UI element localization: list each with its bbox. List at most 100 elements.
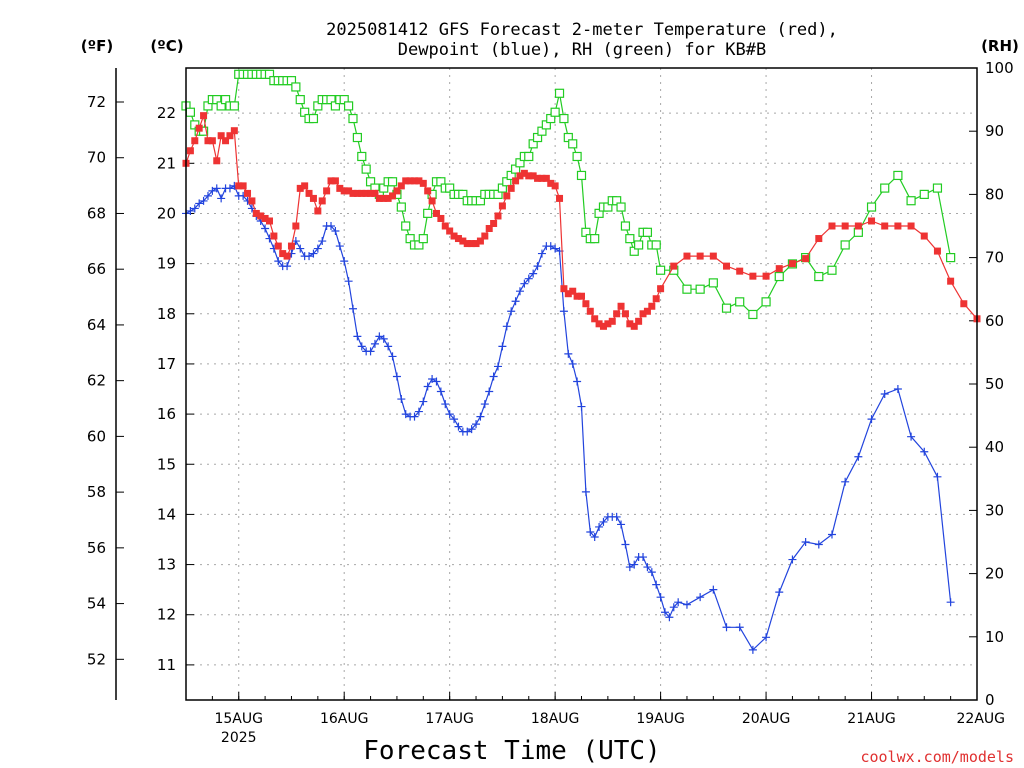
time-tick-label: 20AUG	[742, 711, 791, 727]
dewpoint-point	[313, 244, 322, 253]
temperature-point	[292, 222, 300, 230]
temperature-point	[709, 252, 717, 260]
time-tick-label: 17AUG	[425, 711, 474, 727]
dewpoint-point	[203, 191, 212, 200]
credit-text: coolwx.com/models	[860, 748, 1014, 766]
dewpoint-point	[485, 387, 494, 396]
dewpoint-point	[423, 382, 432, 391]
dewpoint-point	[414, 407, 423, 416]
dewpoint-point	[639, 553, 648, 562]
rh-point	[590, 234, 600, 244]
temperature-point	[349, 189, 357, 197]
temperature-point	[599, 322, 607, 330]
temperature-point	[586, 307, 594, 315]
dewpoint-point	[559, 307, 568, 316]
temperature-point	[353, 189, 361, 197]
plot-frame	[185, 67, 978, 701]
temperature-point	[476, 237, 484, 245]
rh-point	[695, 284, 705, 294]
rh-point	[735, 297, 745, 307]
dewpoint-point	[199, 196, 208, 205]
temperature-point	[257, 212, 265, 220]
temperature-point	[560, 285, 568, 293]
rh-point	[853, 227, 863, 237]
dewpoint-point	[489, 372, 498, 381]
temperature-point	[389, 192, 397, 200]
rh-point	[761, 297, 771, 307]
dewpoint-point	[388, 352, 397, 361]
dewpoint-point	[537, 249, 546, 258]
temperature-point	[573, 292, 581, 300]
dewpoint-point	[305, 252, 314, 261]
dewpoint-point	[529, 269, 538, 278]
dewpoint-point	[498, 342, 507, 351]
rh-tick-label: 80	[985, 185, 1004, 203]
dewpoint-point	[665, 613, 674, 622]
dewpoint-point	[669, 603, 678, 612]
dewpoint-point	[827, 530, 836, 539]
temperature-point	[595, 320, 603, 328]
dewpoint-point	[190, 204, 199, 213]
dewpoint-point	[195, 199, 204, 208]
temperature-point	[226, 132, 234, 140]
rh-point	[550, 107, 560, 117]
rh-point	[814, 271, 824, 282]
temperature-point	[569, 287, 577, 295]
temperature-point	[195, 124, 203, 132]
rh-point	[721, 303, 732, 313]
dewpoint-point	[520, 279, 529, 288]
temperature-point	[525, 172, 533, 180]
rh-point	[401, 221, 411, 231]
temperature-point	[191, 137, 199, 145]
temperature-point	[534, 174, 542, 182]
dewpoint-point	[841, 477, 850, 486]
dewpoint-point	[656, 593, 665, 602]
dewpoint-point	[331, 227, 340, 236]
rh-point	[774, 271, 784, 282]
celsius-tick-label: 17	[157, 355, 176, 373]
dewpoint-point	[467, 425, 476, 434]
rh-point	[919, 189, 929, 199]
temperature-point	[270, 232, 278, 240]
temperature-point	[608, 317, 616, 325]
rh-tick-label: 30	[985, 501, 1004, 519]
dewpoint-point	[762, 633, 771, 642]
dewpoint-series	[182, 181, 955, 654]
dewpoint-point	[225, 184, 234, 193]
dewpoint-point	[401, 410, 410, 419]
dewpoint-point	[586, 527, 595, 536]
rh-point	[396, 202, 406, 212]
celsius-tick-label: 12	[157, 606, 176, 624]
rh-point	[840, 240, 850, 250]
temperature-point	[556, 194, 564, 202]
temperature-point	[323, 187, 331, 195]
temperature-point	[670, 262, 678, 270]
temperature-point	[419, 179, 427, 187]
dewpoint-point	[630, 560, 639, 569]
rh-tick-label: 50	[985, 375, 1004, 393]
time-tick-label: 18AUG	[531, 711, 580, 727]
fahrenheit-unit-label: (ºF)	[81, 37, 113, 55]
dewpoint-point	[432, 377, 441, 386]
time-tick-label: 15AUG	[214, 711, 263, 727]
rh-tick-label: 40	[985, 438, 1004, 456]
dewpoint-point	[450, 415, 459, 424]
celsius-tick-label: 19	[157, 255, 176, 273]
dewpoint-point	[436, 387, 445, 396]
temperature-point	[512, 177, 520, 185]
temperature-point	[520, 169, 528, 177]
dewpoint-point	[379, 334, 388, 343]
temperature-point	[547, 179, 555, 187]
dewpoint-point	[472, 420, 481, 429]
temperature-point	[248, 197, 256, 205]
temperature-point	[481, 232, 489, 240]
celsius-tick-label: 18	[157, 305, 176, 323]
dewpoint-point	[511, 297, 520, 306]
temperature-point	[933, 247, 941, 255]
rh-tick-label: 10	[985, 628, 1004, 646]
rh-point	[708, 278, 718, 288]
fahrenheit-tick-label: 70	[87, 149, 106, 167]
temperature-point	[244, 189, 252, 197]
dewpoint-point	[357, 342, 366, 351]
temperature-point	[261, 214, 269, 222]
